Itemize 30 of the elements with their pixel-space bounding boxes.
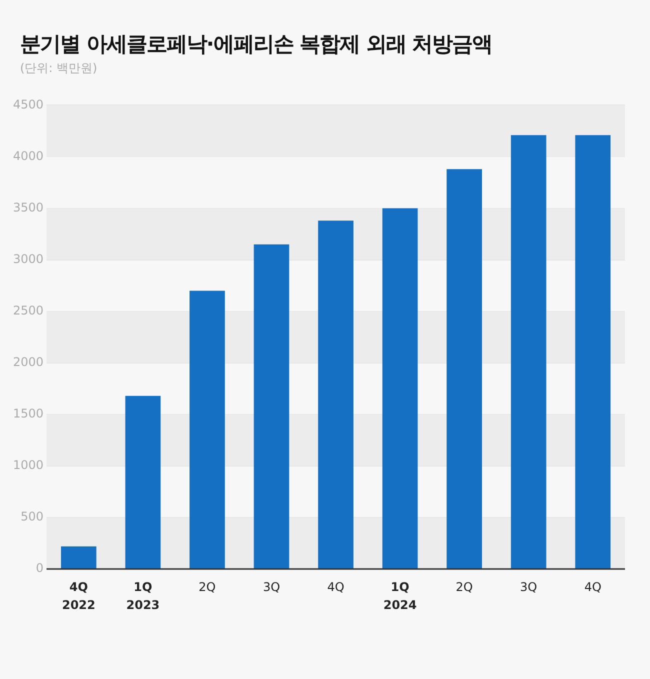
bar (318, 220, 354, 568)
y-tick-label: 1500 (12, 406, 44, 421)
x-tick-label: 1Q 2023 (126, 580, 160, 612)
bar (382, 208, 418, 568)
chart-title: 분기별 아세클로페낙·에페리손 복합제 외래 처방금액 (20, 31, 492, 58)
x-tick-label: 1Q 2024 (383, 580, 417, 612)
y-tick-label: 3500 (12, 200, 44, 214)
bar (190, 290, 225, 568)
y-tick-label: 2000 (12, 354, 44, 369)
x-tick-label: 2Q (198, 580, 216, 594)
x-tick-label: 4Q 2022 (62, 580, 96, 612)
x-tick-label: 4Q (327, 580, 344, 594)
bar (61, 546, 96, 568)
x-tick-label: 4Q (584, 580, 602, 594)
bar (125, 396, 161, 568)
y-tick-label: 0 (36, 561, 44, 576)
bar (446, 169, 482, 568)
chart-subtitle: (단위: 백만원) (20, 60, 98, 77)
y-tick-label: 4500 (12, 97, 44, 112)
y-tick-label: 4000 (12, 148, 44, 163)
bar (254, 244, 290, 568)
bar (510, 135, 546, 568)
y-tick-label: 2500 (12, 303, 44, 318)
x-tick-label: 2Q (456, 580, 473, 594)
bar (575, 135, 611, 568)
x-tick-label: 3Q (262, 580, 280, 594)
y-tick-label: 1000 (12, 458, 44, 472)
y-tick-label: 3000 (12, 252, 44, 266)
x-tick-label: 3Q (520, 580, 538, 594)
y-tick-label: 500 (20, 510, 44, 524)
